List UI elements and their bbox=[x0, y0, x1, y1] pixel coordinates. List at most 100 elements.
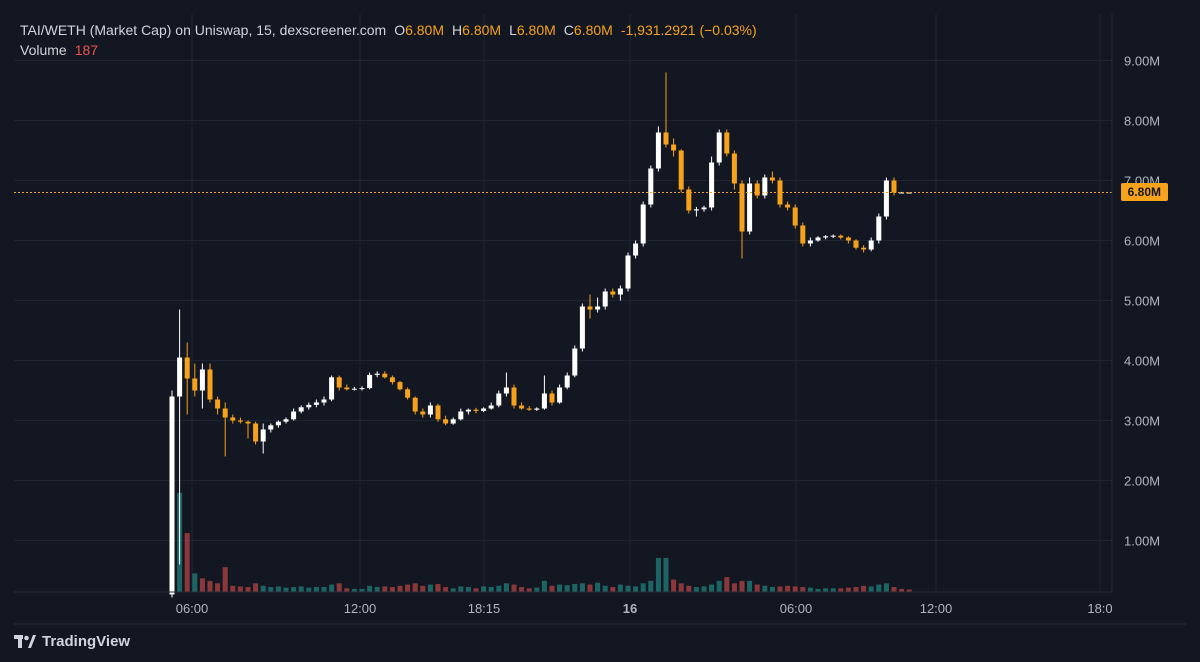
candle bbox=[465, 408, 471, 415]
candle bbox=[861, 245, 867, 253]
volume-bar bbox=[503, 583, 509, 592]
volume-bar bbox=[564, 585, 570, 592]
volume-bar bbox=[625, 585, 631, 592]
candle bbox=[557, 384, 563, 404]
candle bbox=[367, 372, 373, 390]
volume-bar bbox=[291, 587, 297, 592]
candle bbox=[359, 386, 365, 391]
last-price-tag: 6.80M bbox=[1120, 183, 1168, 201]
candle bbox=[169, 390, 175, 598]
volume-bars bbox=[169, 480, 912, 592]
candle bbox=[815, 236, 821, 242]
volume-bar bbox=[663, 557, 669, 592]
candle bbox=[800, 222, 806, 247]
volume-bar bbox=[215, 583, 221, 592]
candle bbox=[397, 380, 403, 391]
candle bbox=[823, 235, 829, 240]
candle bbox=[845, 236, 851, 244]
volume-bar bbox=[602, 585, 608, 592]
candle bbox=[427, 402, 433, 418]
volume-bar bbox=[678, 583, 684, 592]
price-tick-label: 5.00M bbox=[1124, 294, 1160, 309]
volume-bar bbox=[686, 585, 692, 592]
high-label: H bbox=[452, 22, 463, 38]
candle bbox=[762, 174, 768, 199]
tradingview-brand[interactable]: TradingView bbox=[14, 633, 130, 650]
volume-bar bbox=[443, 587, 449, 592]
volume-bar bbox=[693, 587, 699, 592]
candle bbox=[192, 363, 198, 397]
candle bbox=[526, 406, 532, 411]
volume-bar bbox=[192, 573, 198, 592]
volume-bar bbox=[648, 580, 654, 592]
candle bbox=[412, 396, 418, 415]
time-axis[interactable]: 06:00 12:00 18:15 16 06:00 12:00 18:0 bbox=[176, 601, 1113, 616]
candle bbox=[443, 415, 449, 426]
price-axis[interactable]: 1.00M2.00M3.00M4.00M5.00M6.00M7.00M8.00M… bbox=[1124, 54, 1160, 549]
candle bbox=[473, 407, 479, 414]
candle bbox=[511, 384, 517, 409]
time-tick-label: 18:0 bbox=[1087, 601, 1112, 616]
volume-bar bbox=[253, 583, 259, 592]
volume-bar bbox=[275, 586, 281, 592]
volume-bar bbox=[321, 587, 327, 592]
candle bbox=[648, 165, 654, 208]
volume-bar bbox=[899, 588, 905, 592]
chart-legend: TAI/WETH (Market Cap) on Uniswap, 15, de… bbox=[20, 20, 765, 60]
candle bbox=[177, 309, 183, 565]
volume-bar bbox=[853, 587, 859, 592]
volume-bar bbox=[655, 557, 661, 592]
volume-bar bbox=[845, 587, 851, 592]
candle bbox=[747, 177, 753, 235]
candle bbox=[268, 423, 274, 433]
candle bbox=[503, 372, 509, 397]
volume-bar bbox=[344, 588, 350, 592]
volume-bar bbox=[868, 586, 874, 592]
candle bbox=[306, 402, 312, 410]
price-tick-label: 9.00M bbox=[1124, 54, 1160, 69]
volume-label[interactable]: Volume bbox=[20, 42, 67, 58]
candle bbox=[488, 402, 494, 410]
volume-bar bbox=[640, 583, 646, 592]
volume-bar bbox=[534, 587, 540, 592]
volume-bar bbox=[420, 585, 426, 592]
volume-bar bbox=[587, 584, 593, 592]
volume-bar bbox=[450, 588, 456, 592]
candle bbox=[693, 206, 699, 217]
volume-bar bbox=[374, 587, 380, 592]
volume-bar bbox=[671, 579, 677, 592]
candle bbox=[655, 126, 661, 172]
volume-bar bbox=[199, 578, 205, 592]
candle bbox=[678, 149, 684, 193]
close-value: 6.80M bbox=[573, 22, 613, 38]
time-tick-label: 16 bbox=[623, 601, 637, 616]
candle bbox=[298, 405, 304, 414]
volume-bar bbox=[595, 582, 601, 592]
change-value: -1,931.2921 (−0.03%) bbox=[620, 22, 757, 38]
candle bbox=[199, 363, 205, 409]
volume-bar bbox=[549, 585, 555, 592]
time-tick-label: 12:00 bbox=[920, 601, 953, 616]
volume-bar bbox=[876, 584, 882, 592]
volume-bar bbox=[329, 584, 335, 592]
volume-bar bbox=[709, 584, 715, 592]
volume-bar bbox=[807, 587, 813, 592]
low-label: L bbox=[509, 22, 517, 38]
volume-bar bbox=[747, 580, 753, 592]
volume-bar bbox=[777, 586, 783, 592]
candle bbox=[458, 408, 464, 421]
volume-value: 187 bbox=[74, 42, 99, 58]
candle bbox=[435, 403, 441, 422]
tradingview-logo-icon bbox=[14, 634, 36, 648]
volume-bar bbox=[458, 586, 464, 592]
volume-bar bbox=[230, 585, 236, 592]
volume-bar bbox=[511, 584, 517, 592]
time-tick-label: 06:00 bbox=[780, 601, 813, 616]
volume-bar bbox=[830, 588, 836, 592]
candle bbox=[595, 297, 601, 313]
volume-bar bbox=[579, 583, 585, 592]
volume-bar bbox=[785, 585, 791, 592]
volume-bar bbox=[906, 589, 912, 592]
symbol-title[interactable]: TAI/WETH (Market Cap) on Uniswap, 15, de… bbox=[20, 22, 387, 38]
